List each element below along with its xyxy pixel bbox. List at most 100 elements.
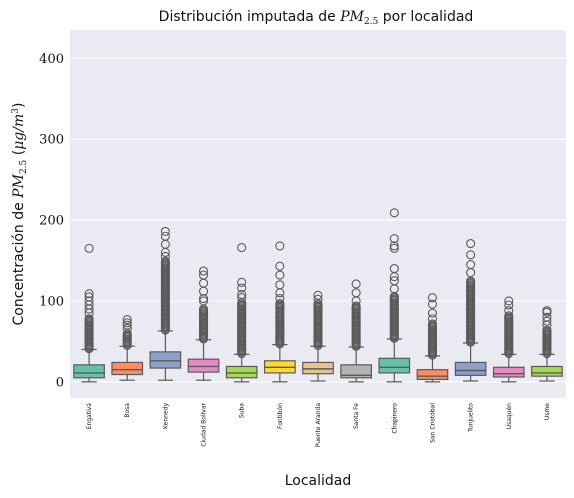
outlier-point <box>504 306 514 316</box>
outlier-point <box>351 279 361 289</box>
iqr-box <box>492 366 525 378</box>
chart-title-suffix: por localidad <box>378 9 473 25</box>
outlier-point <box>427 319 438 329</box>
outlier-point <box>160 256 170 266</box>
outlier-point <box>504 296 514 306</box>
iqr-box <box>187 358 220 373</box>
iqr-box <box>149 351 182 369</box>
outlier-point <box>466 238 476 249</box>
outlier-point <box>84 289 94 299</box>
box-10 <box>416 293 449 383</box>
outlier-point <box>160 231 170 241</box>
x-tick-label: Chapinero <box>391 403 398 434</box>
chart-title-symbol: PM <box>339 9 364 25</box>
outlier-point <box>504 300 514 310</box>
outlier-point <box>275 293 285 304</box>
box-12 <box>492 296 525 383</box>
box-2 <box>111 314 144 381</box>
outlier-point <box>122 320 132 330</box>
outlier-point <box>160 251 170 262</box>
x-tick-label: Bosa <box>124 403 131 418</box>
outlier-point <box>275 261 285 271</box>
y-tick-label: 400 <box>39 52 64 67</box>
chart-title: Distribución imputada de PM2.5 por local… <box>159 9 474 27</box>
x-tick-label: Fontibón <box>277 403 284 429</box>
outlier-point <box>351 288 361 298</box>
outlier-point <box>275 298 285 309</box>
y-axis-ticks: 0 100 200 300 400 <box>39 52 64 391</box>
outlier-point <box>198 270 209 280</box>
y-tick-label: 100 <box>39 294 64 309</box>
outlier-point <box>542 312 552 322</box>
x-tick-label: Ciudad Bolívar <box>201 402 208 446</box>
outlier-point <box>542 316 552 326</box>
y-axis-label-symbol: PM <box>11 173 27 198</box>
outlier-point <box>389 234 399 244</box>
outlier-point <box>427 299 438 309</box>
outlier-point <box>275 241 285 251</box>
box-series <box>73 208 563 383</box>
y-tick-label: 300 <box>39 133 64 148</box>
box-5 <box>225 243 258 383</box>
iqr-box <box>225 365 258 379</box>
outlier-point <box>84 243 94 253</box>
box-1 <box>73 243 105 383</box>
box-6 <box>263 241 296 383</box>
x-axis-label: Localidad <box>285 473 352 489</box>
box-7 <box>302 290 334 382</box>
y-axis-label-unit: μg/m <box>11 114 27 150</box>
y-axis-label-prefix: Concentración de <box>11 198 27 326</box>
x-tick-label: Usme <box>544 403 551 420</box>
x-tick-label: Puente Aranda <box>315 403 322 448</box>
y-axis-label: Concentración de PM2.5 (μg/m3) <box>11 103 29 326</box>
outlier-point <box>160 226 170 236</box>
box-13 <box>531 306 563 382</box>
outlier-point <box>84 292 94 302</box>
outlier-point <box>466 250 476 260</box>
outlier-point <box>198 296 209 306</box>
y-axis-label-unit-sup: 3 <box>11 108 21 114</box>
outlier-point <box>122 318 132 328</box>
outlier-point <box>427 293 438 303</box>
x-tick-label: San Cristóbal <box>429 403 436 443</box>
outlier-point <box>389 264 399 274</box>
y-tick-label: 0 <box>56 375 64 390</box>
outlier-point <box>122 314 132 325</box>
outlier-point <box>84 296 94 306</box>
outlier-point <box>542 325 552 335</box>
outlier-point <box>275 280 285 290</box>
x-tick-label: Engativá <box>86 403 93 430</box>
outlier-point <box>237 283 247 293</box>
box-8 <box>340 279 373 383</box>
iqr-box <box>340 364 373 379</box>
outlier-point <box>542 306 552 316</box>
x-tick-label: Santa Fe <box>353 403 360 429</box>
y-tick-label: 200 <box>39 214 64 229</box>
outlier-point <box>198 266 209 276</box>
iqr-box <box>378 357 411 374</box>
x-tick-label: Suba <box>239 403 246 418</box>
outlier-point <box>389 276 399 286</box>
outlier-point <box>237 243 247 253</box>
outlier-point <box>427 308 438 318</box>
outlier-point <box>198 293 209 304</box>
x-tick-label: Tunjuelito <box>468 403 475 433</box>
outlier-point <box>351 301 361 311</box>
outlier-point <box>504 311 514 321</box>
outlier-point <box>237 277 247 287</box>
chart-title-subscript: 2.5 <box>364 17 379 27</box>
outlier-point <box>466 259 476 270</box>
outlier-point <box>275 270 285 280</box>
outlier-point <box>237 289 247 300</box>
outlier-point <box>313 294 323 304</box>
iqr-box <box>416 369 449 380</box>
iqr-box <box>531 365 563 377</box>
x-axis-ticks: Engativá Bosa Kennedy Ciudad Bolívar Suba Fon… <box>86 402 551 447</box>
iqr-box <box>73 364 105 379</box>
y-axis-label-subscript: 2.5 <box>19 159 29 174</box>
outlier-point <box>389 243 399 253</box>
outlier-point <box>237 293 247 303</box>
box-9 <box>378 208 411 383</box>
outlier-point <box>84 314 94 324</box>
